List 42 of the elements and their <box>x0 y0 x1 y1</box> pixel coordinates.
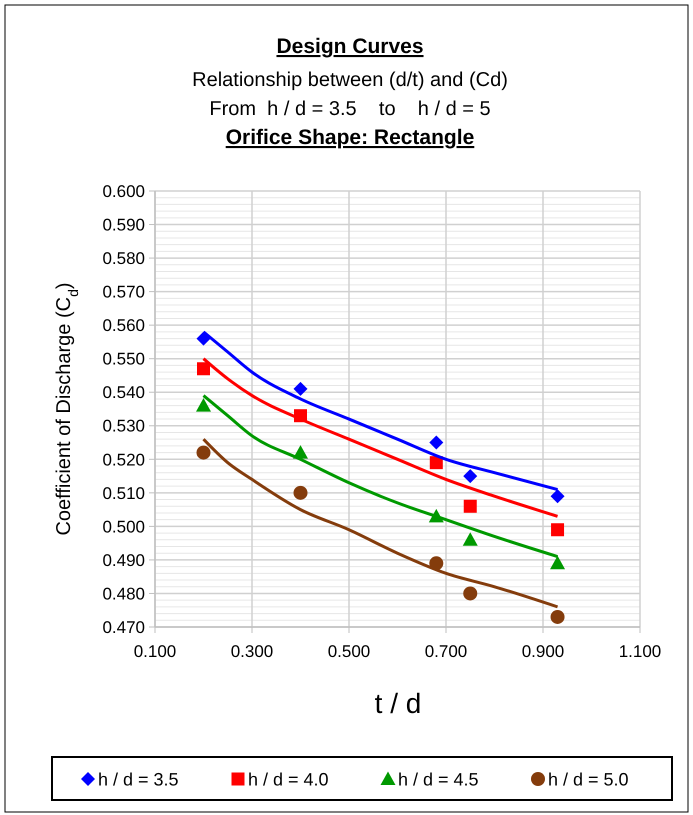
x-tick-label: 0.700 <box>424 642 468 661</box>
y-tick-label: 0.540 <box>102 383 145 402</box>
y-tick-label: 0.570 <box>102 282 145 302</box>
point <box>550 610 565 624</box>
y-tick-label: 0.580 <box>102 249 145 268</box>
point <box>462 532 478 546</box>
chart-subtitle: Relationship between (d/t) and (Cd) From h / d = 3.5 to h / d = 5 <box>192 69 508 120</box>
point <box>197 362 210 376</box>
point <box>550 489 565 504</box>
y-tick-label: 0.530 <box>102 416 145 436</box>
y-tick-label: 0.550 <box>102 350 145 369</box>
x-tick-label: 0.900 <box>522 642 564 661</box>
y-tick-label: 0.510 <box>102 484 145 503</box>
point <box>463 469 478 484</box>
legend-label: h / d = 5.0 <box>548 769 629 790</box>
x-tick-label: 0.300 <box>230 642 274 661</box>
legend-label: h / d = 4.0 <box>248 769 329 790</box>
y-tick-label: 0.480 <box>102 584 145 604</box>
point <box>429 436 444 450</box>
y-tick-label: 0.520 <box>102 450 145 470</box>
y-tick-label: 0.560 <box>102 316 145 336</box>
text: Orifice Shape: Rectangle <box>226 126 474 149</box>
point <box>294 486 308 500</box>
legend-label: h / d = 4.5 <box>398 769 479 790</box>
point <box>294 382 308 396</box>
y-tick-label: 0.600 <box>102 182 145 201</box>
point <box>550 556 566 570</box>
point <box>196 446 210 460</box>
x-tick-label: 0.500 <box>328 642 370 661</box>
y-tick-label: 0.590 <box>102 215 145 234</box>
x-axis-title: t / d <box>374 688 422 719</box>
chart-title: Design Curves <box>276 35 424 58</box>
x-tick-label: 1.100 <box>618 642 662 661</box>
y-tick-label: 0.470 <box>102 618 145 637</box>
legend-label: h / d = 3.5 <box>98 769 179 790</box>
point <box>464 500 477 513</box>
point <box>551 523 564 536</box>
point <box>463 586 478 600</box>
y-tick-label: 0.500 <box>102 517 145 536</box>
point <box>196 398 211 412</box>
y-tick-label: 0.490 <box>102 550 145 570</box>
x-tick-label: 0.100 <box>134 642 176 661</box>
